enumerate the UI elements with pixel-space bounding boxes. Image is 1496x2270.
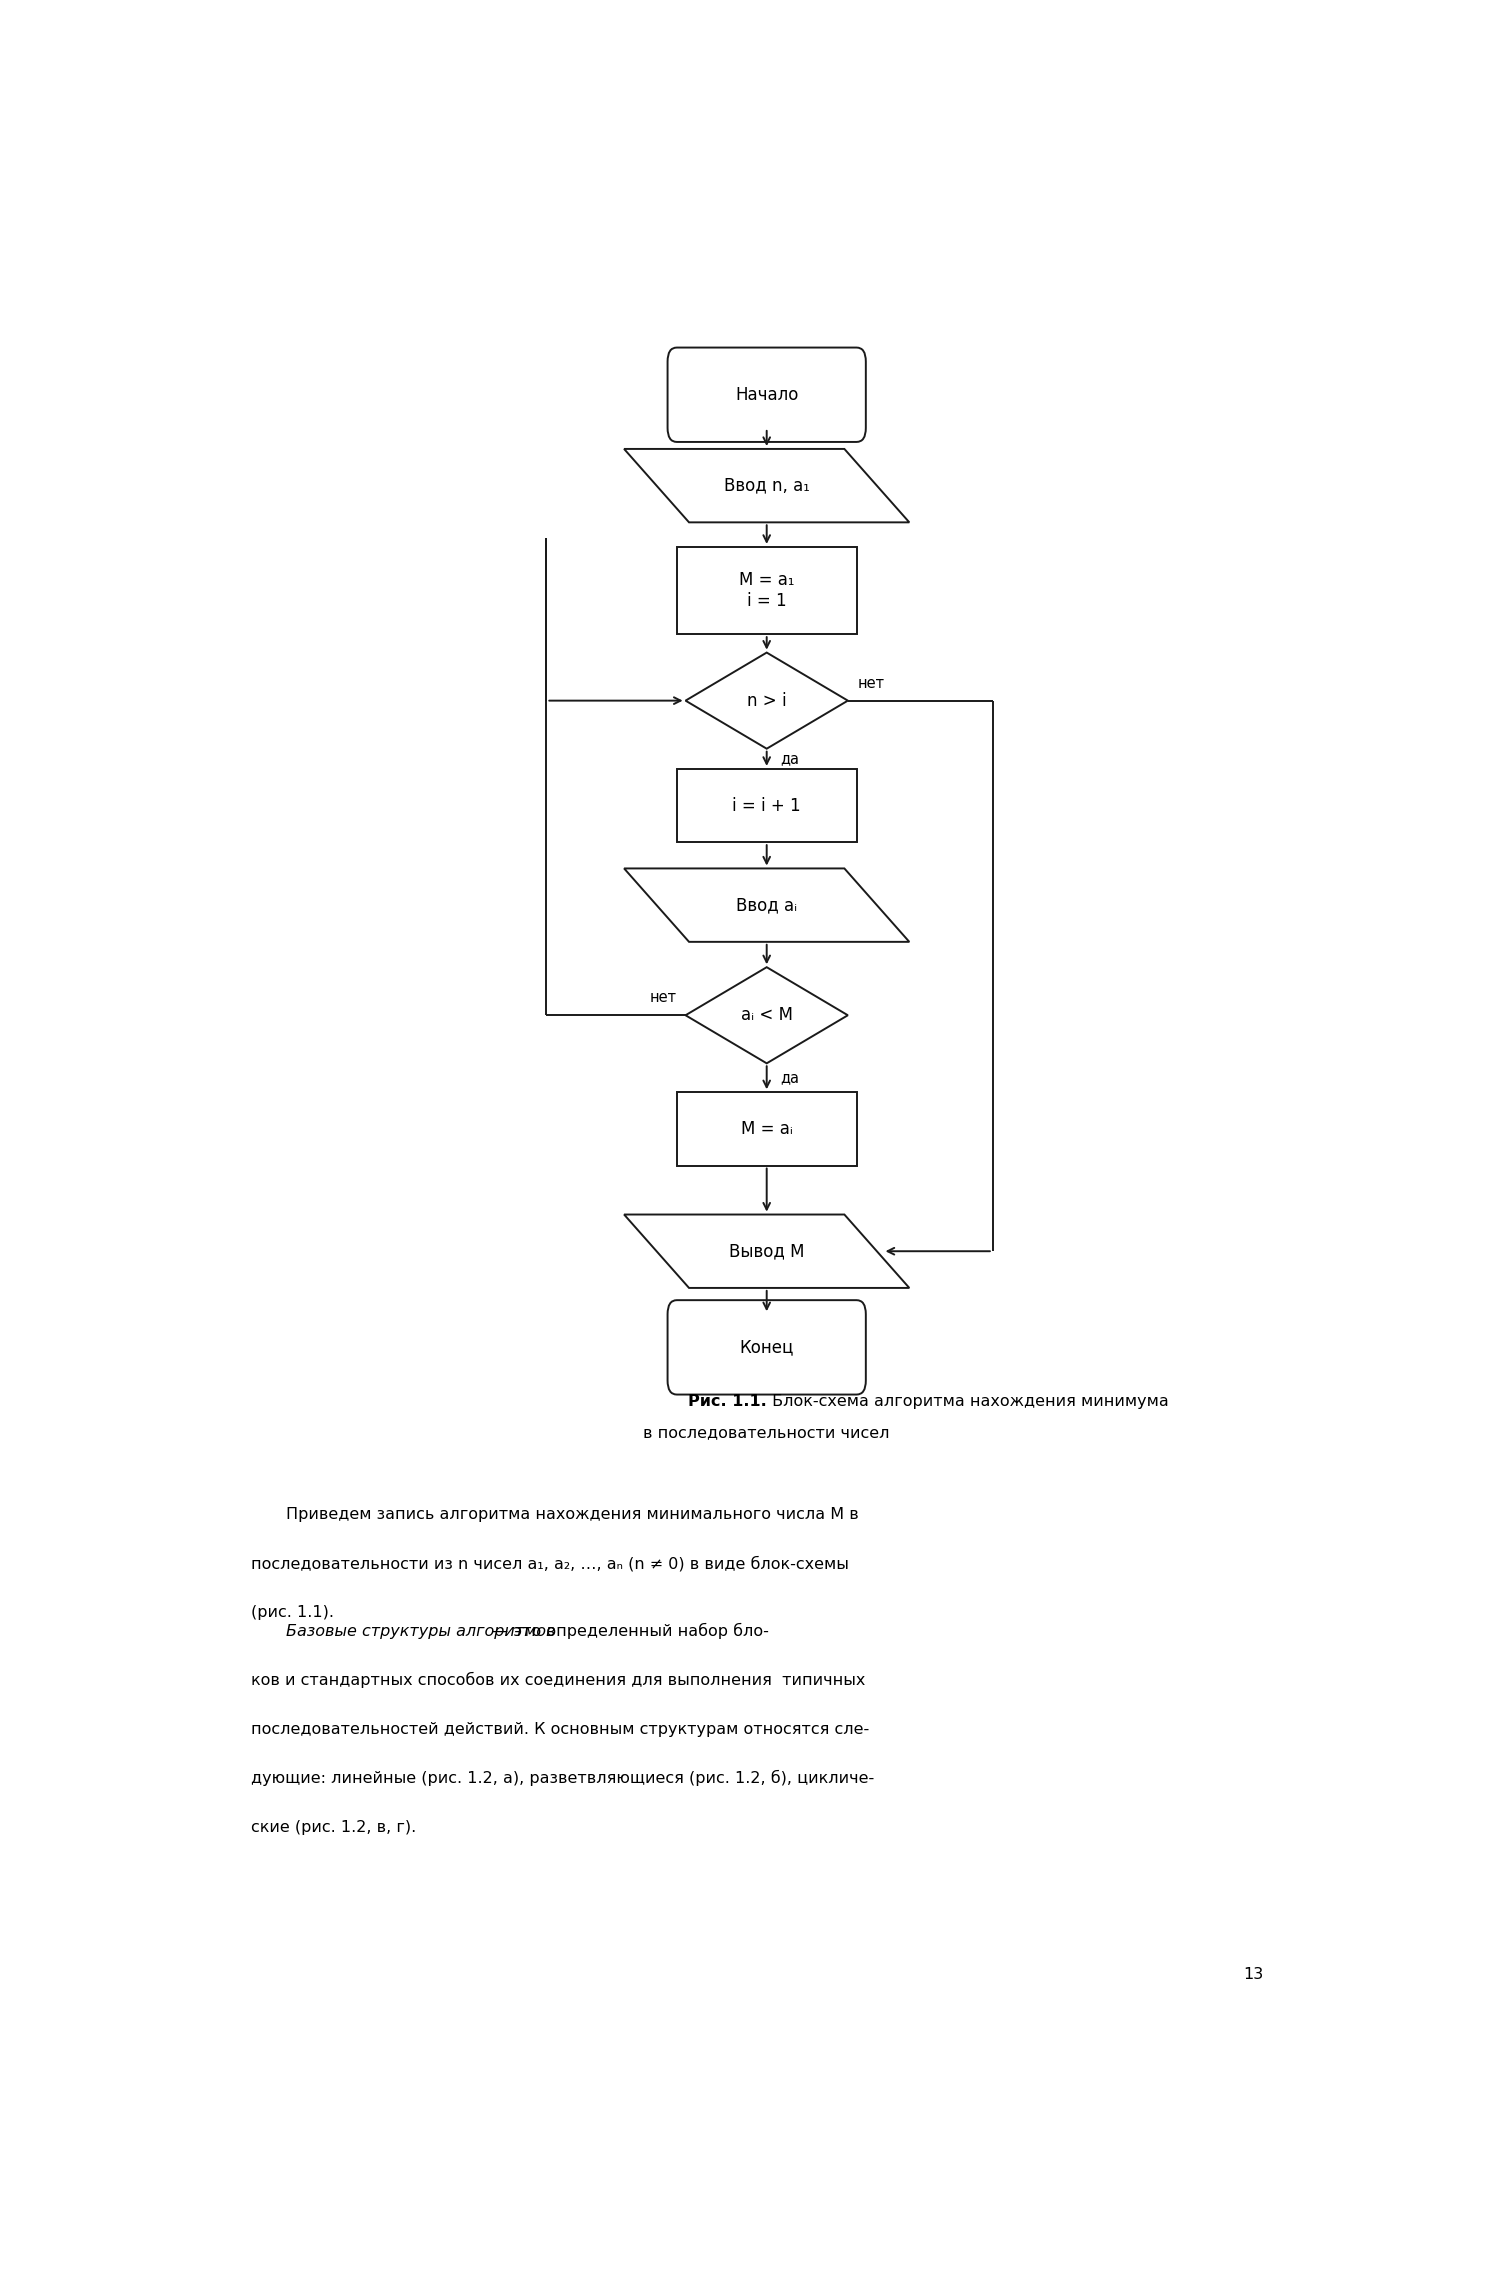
Bar — [676, 547, 857, 633]
Text: последовательности из n чисел a₁, a₂, …, aₙ (n ≠ 0) в виде блок-схемы: последовательности из n чисел a₁, a₂, …,… — [251, 1555, 848, 1571]
Text: ков и стандартных способов их соединения для выполнения  типичных: ков и стандартных способов их соединения… — [251, 1673, 865, 1689]
Text: Ввод n, a₁: Ввод n, a₁ — [724, 477, 809, 495]
Text: Вывод M: Вывод M — [729, 1242, 805, 1260]
Polygon shape — [624, 869, 910, 942]
Polygon shape — [624, 1214, 910, 1287]
Text: Приведем запись алгоритма нахождения минимального числа M в: Приведем запись алгоритма нахождения мин… — [286, 1507, 859, 1523]
Bar — [676, 770, 857, 842]
Text: да: да — [781, 751, 800, 767]
Text: i = i + 1: i = i + 1 — [733, 797, 800, 815]
Text: Ввод aᵢ: Ввод aᵢ — [736, 897, 797, 915]
Text: Начало: Начало — [735, 386, 799, 404]
Text: в последовательности чисел: в последовательности чисел — [643, 1426, 890, 1439]
Text: M = aᵢ: M = aᵢ — [741, 1119, 793, 1137]
FancyBboxPatch shape — [667, 347, 866, 443]
Text: нет: нет — [649, 990, 676, 1006]
Text: последовательностей действий. К основным структурам относятся сле-: последовательностей действий. К основным… — [251, 1723, 869, 1737]
Text: Базовые структуры алгоритмов: Базовые структуры алгоритмов — [286, 1625, 555, 1639]
Text: 13: 13 — [1243, 1966, 1264, 1982]
Text: Рис. 1.1.: Рис. 1.1. — [688, 1394, 766, 1407]
Text: Блок-схема алгоритма нахождения минимума: Блок-схема алгоритма нахождения минимума — [766, 1394, 1168, 1407]
Text: M = a₁
i = 1: M = a₁ i = 1 — [739, 572, 794, 611]
Polygon shape — [624, 449, 910, 522]
Text: (рис. 1.1).: (рис. 1.1). — [251, 1605, 334, 1621]
Text: дующие: линейные (рис. 1.2, a), разветвляющиеся (рис. 1.2, б), цикличе-: дующие: линейные (рис. 1.2, a), разветвл… — [251, 1771, 874, 1786]
FancyBboxPatch shape — [667, 1301, 866, 1394]
Text: n > i: n > i — [747, 692, 787, 711]
Text: Конец: Конец — [739, 1339, 794, 1357]
Text: нет: нет — [857, 676, 884, 690]
Polygon shape — [685, 967, 848, 1062]
Polygon shape — [685, 651, 848, 749]
Text: да: да — [781, 1069, 800, 1085]
Text: — это определенный набор бло-: — это определенный набор бло- — [486, 1623, 769, 1639]
Text: aᵢ < M: aᵢ < M — [741, 1006, 793, 1024]
Bar — [676, 1092, 857, 1165]
Text: ские (рис. 1.2, в, г).: ские (рис. 1.2, в, г). — [251, 1821, 416, 1834]
